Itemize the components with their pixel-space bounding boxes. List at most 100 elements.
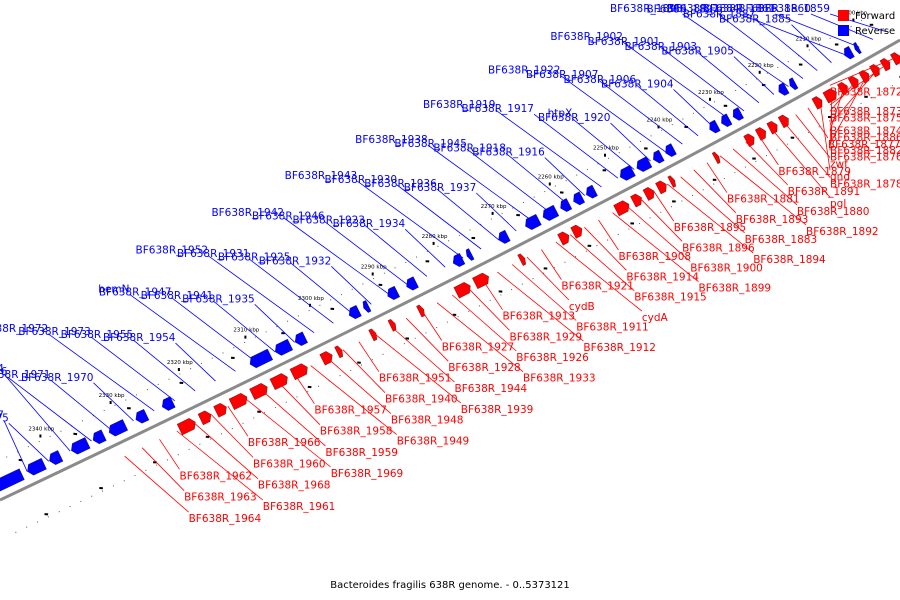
leader-line bbox=[791, 24, 832, 63]
gene-label: BF638R_1881 bbox=[727, 194, 800, 206]
gene-label: htpX bbox=[548, 108, 573, 120]
scale-tick bbox=[548, 182, 551, 186]
forward-gene bbox=[269, 373, 288, 391]
scale-ticks: 2200 kbp 2210 kbp 2220 kbp 2230 kbp 2240 kbp… bbox=[28, 11, 868, 438]
forward-gene bbox=[822, 88, 837, 104]
forward-gene bbox=[334, 345, 343, 359]
gene-label: BF638R_1897 bbox=[646, 4, 719, 16]
leader-line bbox=[3, 373, 71, 452]
gene-label: BF638R_1894 bbox=[753, 254, 826, 266]
leader-line bbox=[497, 271, 584, 342]
reverse-gene bbox=[665, 143, 677, 157]
leader-line bbox=[829, 87, 845, 132]
forward-gene bbox=[613, 200, 630, 217]
backbone-line bbox=[0, 38, 900, 502]
gene-label: BF638R_1898 bbox=[610, 3, 683, 15]
gene-label: BF638R_1908 bbox=[619, 251, 692, 263]
leader-line bbox=[732, 148, 798, 206]
leader-line bbox=[171, 297, 256, 362]
scale-tick bbox=[491, 211, 494, 215]
reverse-gene bbox=[362, 300, 372, 313]
leader-line bbox=[227, 405, 249, 437]
leader-line bbox=[452, 294, 517, 352]
reverse-gene bbox=[452, 252, 466, 267]
gene-label: BF638R_1963 bbox=[184, 492, 257, 504]
gene-label: BF638R_1896 bbox=[682, 242, 755, 254]
reverse-gene bbox=[789, 77, 799, 91]
leader-line bbox=[132, 339, 196, 392]
forward-gene bbox=[754, 127, 766, 141]
scale-tick-label: 2200 kbp bbox=[841, 11, 867, 17]
gene-label: BF638R_1949 bbox=[397, 436, 470, 448]
gene-label: pgl bbox=[830, 198, 846, 210]
gene-label: BF638R_1903 bbox=[624, 41, 697, 53]
reverse-gene bbox=[0, 468, 25, 492]
reverse-gene bbox=[636, 156, 653, 172]
scale-tick bbox=[852, 18, 855, 22]
leader-line bbox=[421, 310, 443, 341]
leader-line bbox=[294, 373, 315, 404]
scale-tick bbox=[758, 70, 761, 74]
gene-label: BF638R_1876 bbox=[830, 152, 900, 164]
leader-line bbox=[829, 55, 900, 86]
legend-reverse-label: Reverse bbox=[855, 26, 895, 37]
scale-tick-label: 2210 kbp bbox=[796, 36, 822, 42]
gene-label: BF638R_1904 bbox=[601, 78, 674, 90]
gene-label: BF638R_1969 bbox=[331, 468, 404, 480]
leader-line bbox=[718, 14, 804, 79]
forward-gene bbox=[472, 272, 489, 290]
gene-label: BF638R_1972 bbox=[0, 323, 48, 335]
reverse-gene bbox=[620, 164, 636, 181]
scale-tick bbox=[244, 335, 247, 339]
leader-line bbox=[482, 279, 503, 310]
leader-line bbox=[176, 430, 264, 501]
leader-line bbox=[8, 423, 50, 462]
gene-label: BF638R_1935 bbox=[182, 293, 255, 305]
leader-line bbox=[733, 56, 775, 95]
leader-line bbox=[141, 447, 185, 491]
forward-gene bbox=[453, 282, 471, 299]
gene-label: BF638R_1859 bbox=[757, 3, 830, 15]
gene-label: BF638R_1914 bbox=[626, 271, 699, 283]
leader-line bbox=[819, 101, 831, 171]
gene-label: BF638R_1891 bbox=[788, 186, 861, 198]
reverse-gene bbox=[406, 276, 419, 291]
gene-label: BF638R_1919 bbox=[423, 99, 496, 111]
leader-line bbox=[829, 94, 833, 151]
gene-label: BF638R_1905 bbox=[661, 46, 734, 58]
gene-label: BF638R_1934 bbox=[333, 218, 406, 230]
legend: Forward Reverse bbox=[838, 10, 895, 37]
leader-line bbox=[404, 228, 446, 268]
gene-label: BF638R_1880 bbox=[797, 206, 870, 218]
gene-label: BF638R_1928 bbox=[448, 362, 521, 374]
leader-line bbox=[249, 258, 334, 324]
leader-line bbox=[541, 249, 562, 280]
forward-gene bbox=[228, 393, 248, 411]
leader-line bbox=[639, 198, 683, 242]
gene-label: BF638R_1887 bbox=[683, 9, 756, 21]
leader-line bbox=[476, 192, 517, 232]
gene-label: BF638R_1933 bbox=[523, 373, 596, 385]
leader-line bbox=[635, 84, 699, 137]
leader-line bbox=[544, 157, 586, 196]
leader-line bbox=[526, 256, 570, 301]
leader-line bbox=[277, 381, 321, 425]
gene-label: BF638R_1879 bbox=[778, 166, 851, 178]
forward-gene bbox=[557, 231, 570, 246]
gene-label: BF638R_1874 bbox=[830, 125, 900, 137]
forward-gene bbox=[890, 52, 900, 66]
gene-label: BF638R_1968 bbox=[258, 480, 331, 492]
gene-label: BF638R_1940 bbox=[385, 394, 458, 406]
scale-tick-label: 2250 kbp bbox=[593, 146, 619, 152]
reverse-gene bbox=[844, 45, 855, 60]
gene-label: BF638R_1916 bbox=[472, 147, 545, 159]
leader-line bbox=[50, 379, 113, 432]
leader-line bbox=[775, 13, 860, 48]
gene-label: BF638R_1902 bbox=[550, 31, 623, 43]
leader-line bbox=[159, 439, 180, 470]
gene-label: BF638R_1900 bbox=[690, 263, 763, 275]
leader-line bbox=[358, 341, 380, 372]
gene-label: BF638R_1877 bbox=[828, 139, 900, 151]
gene-label: BF638R_1860 bbox=[738, 3, 811, 15]
leader-line bbox=[342, 349, 386, 393]
